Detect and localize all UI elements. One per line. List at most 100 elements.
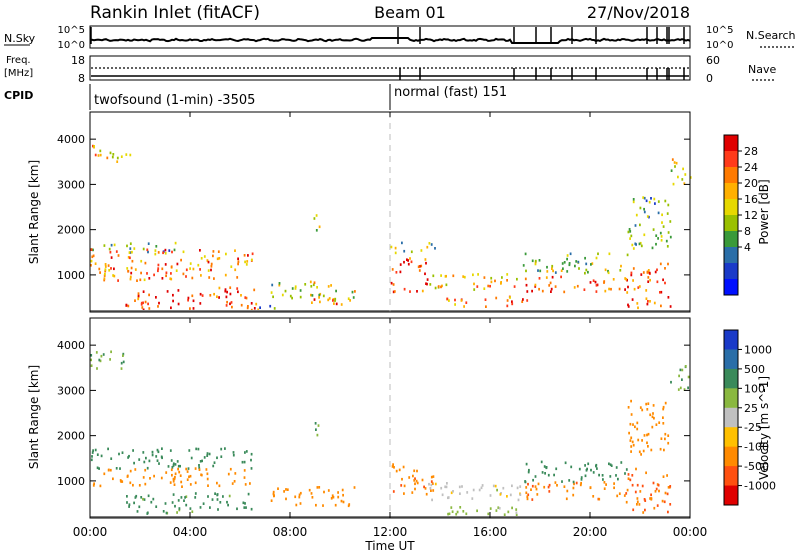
power-cell bbox=[191, 276, 194, 280]
velocity-cell bbox=[541, 471, 544, 474]
velocity-cell bbox=[213, 461, 216, 464]
power-cell bbox=[627, 230, 630, 234]
power-cell bbox=[432, 274, 435, 278]
velocity-cell bbox=[644, 499, 647, 502]
power-cell bbox=[569, 252, 572, 256]
velocity-cell bbox=[241, 460, 244, 464]
velocity-cell bbox=[496, 488, 498, 492]
velocity-cell bbox=[634, 425, 636, 429]
velocity-cell bbox=[598, 497, 601, 501]
velocity-cell bbox=[429, 487, 432, 490]
power-cell bbox=[141, 306, 144, 309]
velocity-cell bbox=[153, 474, 155, 478]
power-cell bbox=[148, 307, 151, 310]
power-cell bbox=[250, 302, 253, 305]
power-cell bbox=[430, 243, 433, 246]
velocity-cell bbox=[216, 481, 218, 485]
power-cell bbox=[463, 305, 465, 308]
velocity-cell bbox=[446, 482, 448, 485]
velocity-cell bbox=[647, 432, 650, 436]
power-colorbar-swatch bbox=[724, 199, 738, 216]
velocity-cell bbox=[242, 501, 245, 505]
power-cell bbox=[574, 264, 576, 268]
power-cell bbox=[426, 282, 428, 286]
velocity-cell bbox=[133, 501, 135, 505]
power-cell bbox=[549, 281, 552, 285]
velocity-cell bbox=[120, 480, 122, 483]
velocity-cell bbox=[207, 495, 209, 498]
power-cell bbox=[110, 243, 113, 247]
power-cell bbox=[545, 276, 548, 279]
velocity-cell bbox=[177, 467, 179, 471]
power-cell bbox=[311, 294, 314, 297]
power-cell bbox=[210, 268, 212, 272]
power-cell bbox=[313, 217, 316, 220]
velocity-cell bbox=[401, 477, 403, 481]
velocity-cell bbox=[314, 422, 317, 425]
velocity-cell bbox=[618, 492, 621, 495]
velocity-cell bbox=[515, 513, 518, 517]
power-cell bbox=[563, 290, 566, 294]
power-cell bbox=[664, 281, 666, 285]
velocity-cell bbox=[161, 447, 163, 450]
power-cell bbox=[91, 255, 94, 259]
velocity-cell bbox=[337, 491, 339, 494]
velocity-cell bbox=[515, 511, 518, 515]
power-cell bbox=[618, 287, 621, 291]
power-cell bbox=[534, 262, 537, 266]
velocity-cell bbox=[229, 467, 232, 471]
power-cell bbox=[390, 281, 393, 285]
power-cell bbox=[671, 158, 674, 161]
power-cell bbox=[484, 298, 487, 301]
velocity-cell bbox=[646, 433, 648, 437]
power-cell bbox=[531, 259, 534, 263]
power-cell bbox=[208, 276, 211, 279]
power-cell bbox=[108, 269, 111, 272]
velocity-cell bbox=[151, 450, 154, 454]
velocity-cell bbox=[121, 451, 124, 454]
power-cell bbox=[157, 251, 160, 254]
velocity-cell bbox=[543, 485, 546, 489]
velocity-cell bbox=[544, 472, 546, 475]
freq-right-tick-top: 60 bbox=[706, 54, 720, 67]
velocity-cell bbox=[138, 505, 141, 509]
power-cell bbox=[633, 287, 636, 291]
power-cell bbox=[624, 277, 627, 280]
power-cell bbox=[638, 285, 641, 288]
power-cell bbox=[90, 248, 93, 251]
velocity-colorbar-swatch bbox=[724, 388, 738, 409]
velocity-cell bbox=[654, 490, 657, 493]
velocity-cell bbox=[244, 483, 247, 486]
power-cell bbox=[541, 289, 544, 293]
velocity-cell bbox=[122, 354, 124, 357]
velocity-cell bbox=[136, 510, 139, 513]
power-cell bbox=[129, 256, 131, 260]
velocity-ylabel: Slant Range [km] bbox=[27, 365, 41, 469]
power-cell bbox=[197, 263, 200, 267]
power-ytick-label: 1000 bbox=[57, 269, 85, 282]
velocity-cell bbox=[283, 490, 285, 493]
power-cell bbox=[620, 264, 622, 268]
velocity-cell bbox=[627, 477, 630, 480]
power-cell bbox=[130, 266, 133, 270]
velocity-cell bbox=[171, 501, 174, 504]
noise-right-tick-top: 10^5 bbox=[706, 25, 733, 36]
power-cell bbox=[648, 215, 650, 219]
power-cell bbox=[509, 296, 511, 299]
velocity-cell bbox=[393, 466, 395, 469]
velocity-cell bbox=[243, 460, 246, 464]
power-cell bbox=[316, 286, 318, 289]
power-cell bbox=[140, 259, 143, 263]
power-cell bbox=[210, 262, 213, 266]
velocity-cell bbox=[516, 486, 519, 490]
velocity-cell bbox=[650, 448, 653, 452]
velocity-cell bbox=[170, 459, 173, 462]
velocity-cell bbox=[495, 509, 498, 512]
x-tick-label: 16:00 bbox=[473, 525, 508, 539]
velocity-cell bbox=[428, 482, 430, 486]
power-cell bbox=[99, 149, 102, 153]
power-cell bbox=[551, 264, 554, 268]
power-cell bbox=[237, 290, 239, 294]
power-cell bbox=[483, 276, 486, 279]
power-cell bbox=[454, 298, 456, 302]
